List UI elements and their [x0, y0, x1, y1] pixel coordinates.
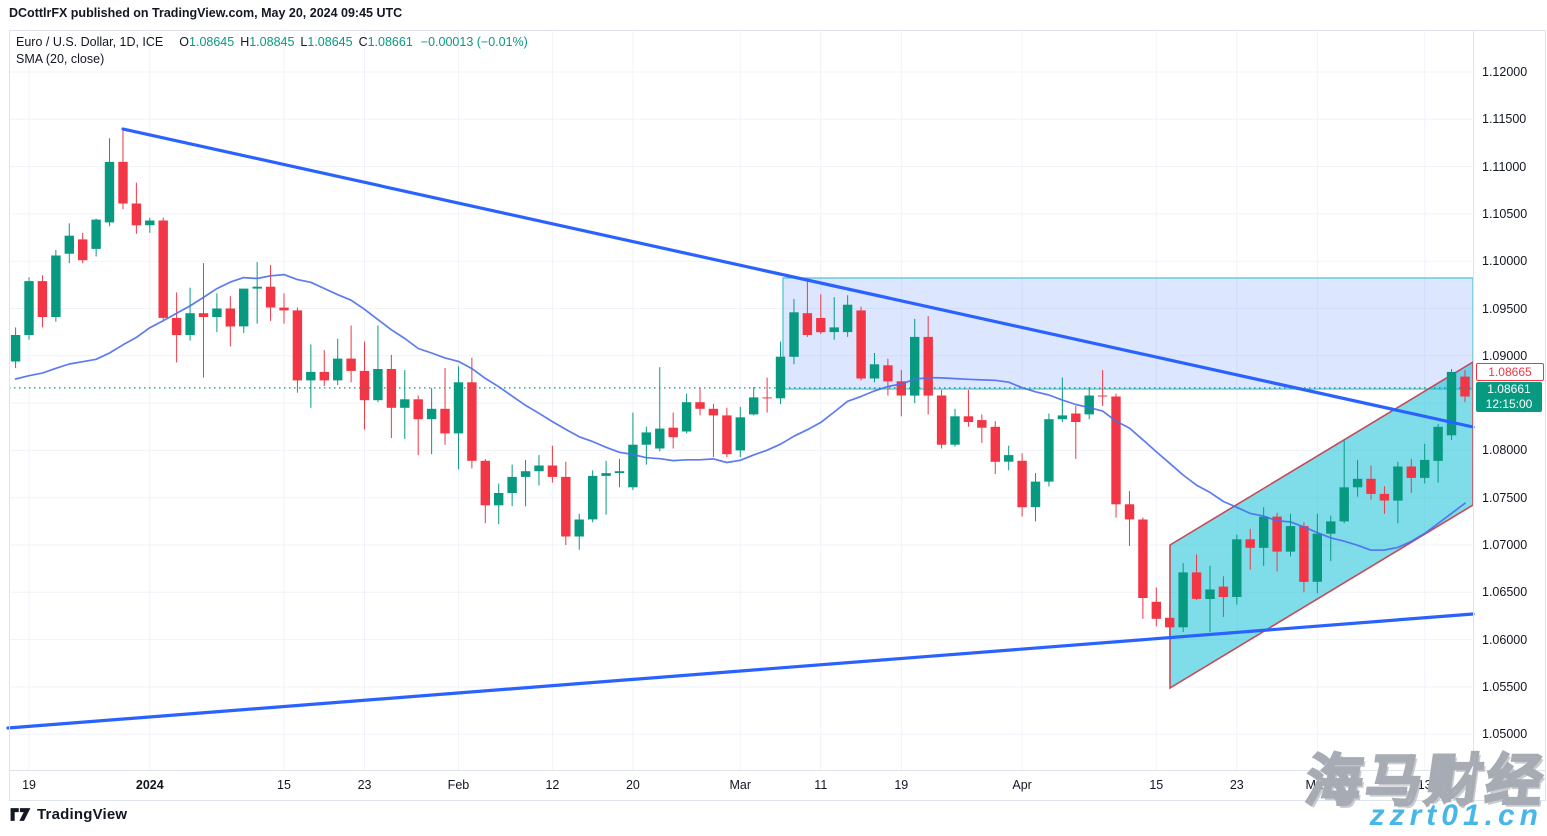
- panel-border-right: [1545, 30, 1546, 800]
- low-label: L: [300, 35, 308, 49]
- price-axis-label: 1.06000: [1482, 632, 1528, 647]
- time-axis-label: Apr: [1012, 778, 1032, 792]
- time-axis-label: 15: [277, 778, 291, 792]
- time-axis-label: 11: [814, 778, 828, 792]
- symbol-legend-row[interactable]: Euro / U.S. Dollar, 1D, ICE O1.08645 H1.08…: [16, 34, 528, 51]
- time-axis-label: 12: [545, 778, 560, 792]
- price-axis-label: 1.08000: [1482, 443, 1528, 458]
- open-value: 1.08645: [189, 35, 235, 49]
- tradingview-logo-text: TradingView: [37, 806, 128, 823]
- price-axis-label: 1.10500: [1482, 206, 1528, 221]
- price-axis-label: 1.11500: [1482, 112, 1527, 127]
- grid: [9, 30, 1473, 770]
- time-axis-label: 19: [22, 778, 36, 792]
- chart-legend: Euro / U.S. Dollar, 1D, ICE O1.08645 H1.08…: [16, 34, 528, 68]
- bar-countdown: 12:15:00: [1485, 397, 1533, 411]
- price-axis-label: 1.07000: [1482, 538, 1528, 552]
- sma-line[interactable]: [14, 273, 1466, 552]
- time-axis-label: 19: [894, 778, 909, 792]
- close-value: 1.08661: [367, 35, 413, 49]
- time-axis-label: 20: [625, 778, 640, 792]
- time-axis-label: 2024: [135, 778, 164, 792]
- time-axis-label: 23: [1229, 778, 1244, 792]
- time-axis-label: 13: [1417, 778, 1432, 792]
- candlestick-series: [10, 129, 1470, 639]
- price-axis-label: 1.12000: [1482, 65, 1528, 79]
- channel-level-price-tag[interactable]: 1.08665: [1476, 363, 1544, 381]
- price-axis-label: 1.11000: [1482, 159, 1527, 174]
- time-axis-separator: [9, 770, 1546, 771]
- close-label: C: [358, 35, 368, 49]
- change-value: −0.00013 (−0.01%): [420, 35, 528, 49]
- watermark-url-text: zzrt01.cn: [1369, 799, 1543, 832]
- price-axis-label: 1.10000: [1482, 254, 1528, 269]
- time-axis-label: Mar: [729, 778, 752, 792]
- panel-border-bottom: [9, 800, 1546, 801]
- time-axis-label: Feb: [447, 778, 470, 792]
- tradingview-logo-icon: [10, 808, 31, 821]
- open-label: O: [179, 35, 190, 49]
- price-axis-label: 1.09500: [1482, 301, 1528, 316]
- high-label: H: [240, 35, 250, 49]
- last-price-value: 1.08661: [1487, 382, 1531, 396]
- low-value: 1.08645: [307, 35, 353, 49]
- price-axis-label: 1.05500: [1482, 679, 1528, 694]
- drawing-uptrend-line[interactable]: [6, 612, 1475, 730]
- time-axis-label: 23: [357, 778, 372, 792]
- indicator-label: SMA (20, close): [16, 52, 105, 66]
- publication-header: DCottlrFX published on TradingView.com, …: [9, 6, 403, 20]
- drawing-downtrend-line[interactable]: [121, 127, 1475, 429]
- panel-border-top: [9, 30, 1546, 31]
- price-axis-label: 1.09000: [1482, 348, 1528, 363]
- price-axis-separator: [1473, 30, 1474, 770]
- drawing-resistance-box[interactable]: [782, 277, 1474, 390]
- panel-border-left: [9, 30, 10, 800]
- price-axis-label: 1.07500: [1482, 490, 1528, 505]
- indicator-legend-row[interactable]: SMA (20, close): [16, 51, 528, 68]
- time-axis-label: 15: [1149, 778, 1164, 792]
- price-axis-label: 1.05000: [1482, 727, 1528, 742]
- high-value: 1.08845: [249, 35, 295, 49]
- time-axis-label: May: [1305, 778, 1330, 792]
- tradingview-brand[interactable]: TradingView: [10, 806, 127, 823]
- price-axis-label: 1.06500: [1482, 585, 1528, 600]
- last-price-tag[interactable]: 1.08661 12:15:00: [1476, 382, 1542, 412]
- symbol-title: Euro / U.S. Dollar, 1D, ICE: [16, 35, 164, 49]
